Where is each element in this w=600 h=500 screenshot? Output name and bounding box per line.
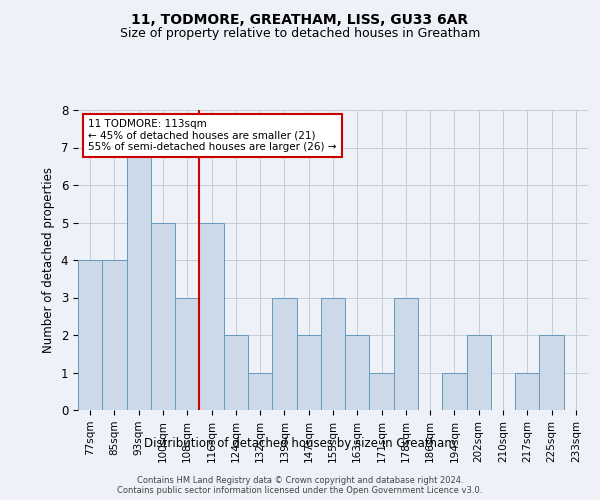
Bar <box>151 222 175 410</box>
Bar <box>272 298 296 410</box>
Bar <box>248 372 272 410</box>
Text: Contains HM Land Registry data © Crown copyright and database right 2024.
Contai: Contains HM Land Registry data © Crown c… <box>118 476 482 495</box>
Bar <box>199 222 224 410</box>
Bar <box>321 298 345 410</box>
Bar <box>515 372 539 410</box>
Bar <box>539 335 564 410</box>
Bar <box>394 298 418 410</box>
Bar <box>370 372 394 410</box>
Y-axis label: Number of detached properties: Number of detached properties <box>42 167 55 353</box>
Bar <box>296 335 321 410</box>
Text: 11 TODMORE: 113sqm
← 45% of detached houses are smaller (21)
55% of semi-detache: 11 TODMORE: 113sqm ← 45% of detached hou… <box>88 119 337 152</box>
Text: Distribution of detached houses by size in Greatham: Distribution of detached houses by size … <box>144 438 456 450</box>
Bar <box>345 335 370 410</box>
Bar <box>78 260 102 410</box>
Text: 11, TODMORE, GREATHAM, LISS, GU33 6AR: 11, TODMORE, GREATHAM, LISS, GU33 6AR <box>131 12 469 26</box>
Bar <box>175 298 199 410</box>
Text: Size of property relative to detached houses in Greatham: Size of property relative to detached ho… <box>120 28 480 40</box>
Bar <box>467 335 491 410</box>
Bar <box>127 148 151 410</box>
Bar <box>102 260 127 410</box>
Bar <box>224 335 248 410</box>
Bar <box>442 372 467 410</box>
